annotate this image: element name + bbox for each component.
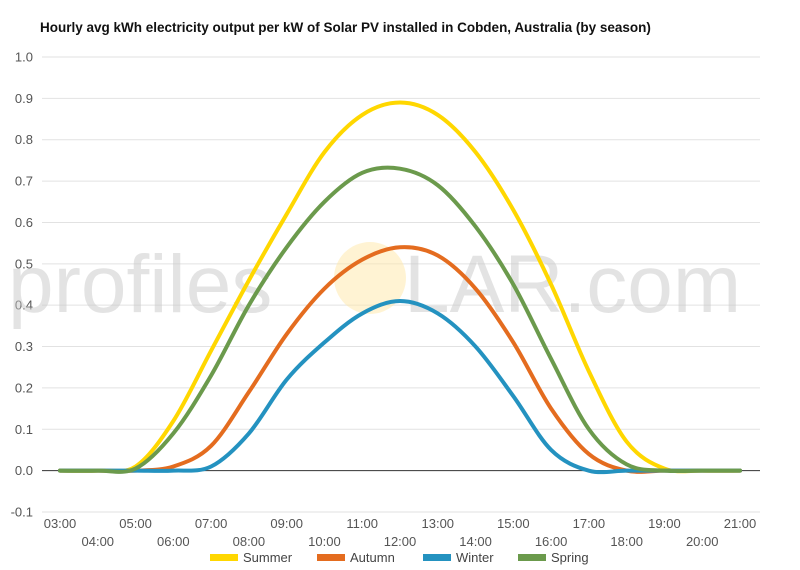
y-tick-label: 0.1 <box>15 422 33 437</box>
legend-label-winter: Winter <box>456 550 494 565</box>
x-tick-label: 15:00 <box>497 516 530 531</box>
x-tick-label: 10:00 <box>308 534 341 549</box>
watermark-sun-icon <box>334 242 406 314</box>
y-tick-label: -0.1 <box>11 505 33 520</box>
watermark-text-right: LAR.com <box>404 239 741 330</box>
y-tick-label: 0.8 <box>15 132 33 147</box>
y-tick-label: 0.7 <box>15 174 33 189</box>
y-tick-label: 0.6 <box>15 215 33 230</box>
legend-label-summer: Summer <box>243 550 293 565</box>
x-tick-label: 21:00 <box>724 516 757 531</box>
y-tick-label: 0.3 <box>15 339 33 354</box>
watermark-text-left: profiles <box>8 239 272 330</box>
x-tick-label: 04:00 <box>82 534 115 549</box>
y-tick-label: 1.0 <box>15 50 33 65</box>
y-tick-label: 0.2 <box>15 380 33 395</box>
x-tick-label: 14:00 <box>459 534 492 549</box>
legend-label-autumn: Autumn <box>350 550 395 565</box>
x-tick-label: 06:00 <box>157 534 190 549</box>
legend-swatch-spring <box>518 554 546 561</box>
chart-title: Hourly avg kWh electricity output per kW… <box>40 20 651 35</box>
legend-item-autumn: Autumn <box>317 550 395 565</box>
y-tick-label: 0.0 <box>15 463 33 478</box>
legend-item-spring: Spring <box>518 550 589 565</box>
series-line-summer <box>58 100 742 474</box>
x-tick-label: 03:00 <box>44 516 77 531</box>
x-tick-label: 20:00 <box>686 534 719 549</box>
x-tick-label: 13:00 <box>422 516 455 531</box>
y-tick-label: 0.4 <box>15 298 33 313</box>
legend-swatch-winter <box>423 554 451 561</box>
x-tick-label: 12:00 <box>384 534 417 549</box>
legend-label-spring: Spring <box>551 550 589 565</box>
x-tick-label: 09:00 <box>270 516 303 531</box>
x-tick-label: 18:00 <box>610 534 643 549</box>
series-line-winter <box>58 299 742 475</box>
x-tick-label: 07:00 <box>195 516 228 531</box>
x-tick-label: 11:00 <box>346 516 378 531</box>
series-line-spring <box>58 165 742 474</box>
legend-item-summer: Summer <box>210 550 293 565</box>
legend-item-winter: Winter <box>423 550 494 565</box>
y-tick-label: 0.5 <box>15 256 33 271</box>
legend-swatch-autumn <box>317 554 345 561</box>
legend-swatch-summer <box>210 554 238 561</box>
x-tick-label: 16:00 <box>535 534 568 549</box>
x-tick-label: 05:00 <box>119 516 152 531</box>
x-tick-label: 08:00 <box>233 534 266 549</box>
y-tick-label: 0.9 <box>15 91 33 106</box>
x-tick-label: 19:00 <box>648 516 681 531</box>
x-tick-label: 17:00 <box>573 516 606 531</box>
